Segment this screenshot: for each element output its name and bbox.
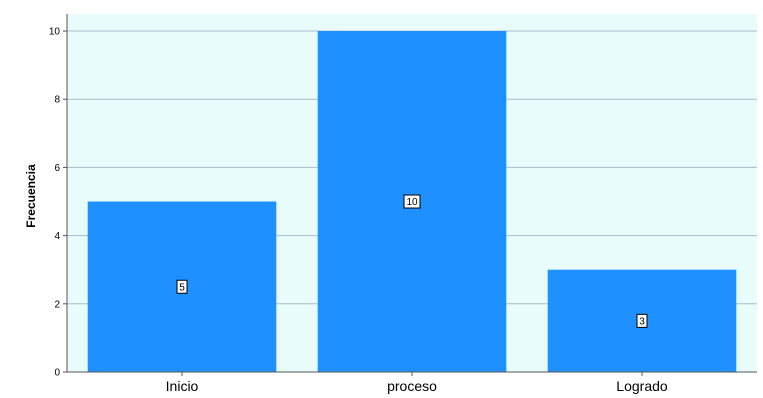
y-tick-label: 2 — [54, 299, 60, 310]
y-tick-label: 0 — [54, 368, 60, 379]
y-tick-label: 8 — [54, 95, 60, 106]
data-label-box — [636, 313, 648, 328]
data-label: 3 — [639, 316, 645, 327]
y-tick-label: 6 — [54, 163, 60, 174]
x-category-label: Logrado — [616, 378, 668, 394]
y-axis-title: Frecuencia — [24, 164, 38, 228]
x-category-label: Inicio — [166, 378, 199, 394]
data-label: 10 — [406, 197, 418, 208]
x-category-label: proceso — [387, 378, 437, 394]
y-axis-ticks: 0 2 4 6 8 10 — [49, 27, 67, 379]
data-label-box — [176, 279, 188, 294]
data-label: 5 — [179, 282, 185, 293]
data-label-box — [403, 194, 421, 209]
x-axis-categories: Inicio proceso Logrado — [166, 372, 668, 394]
data-labels: 5 10 3 — [176, 194, 648, 328]
y-tick-label: 4 — [54, 231, 60, 242]
y-tick-label: 10 — [49, 27, 61, 38]
